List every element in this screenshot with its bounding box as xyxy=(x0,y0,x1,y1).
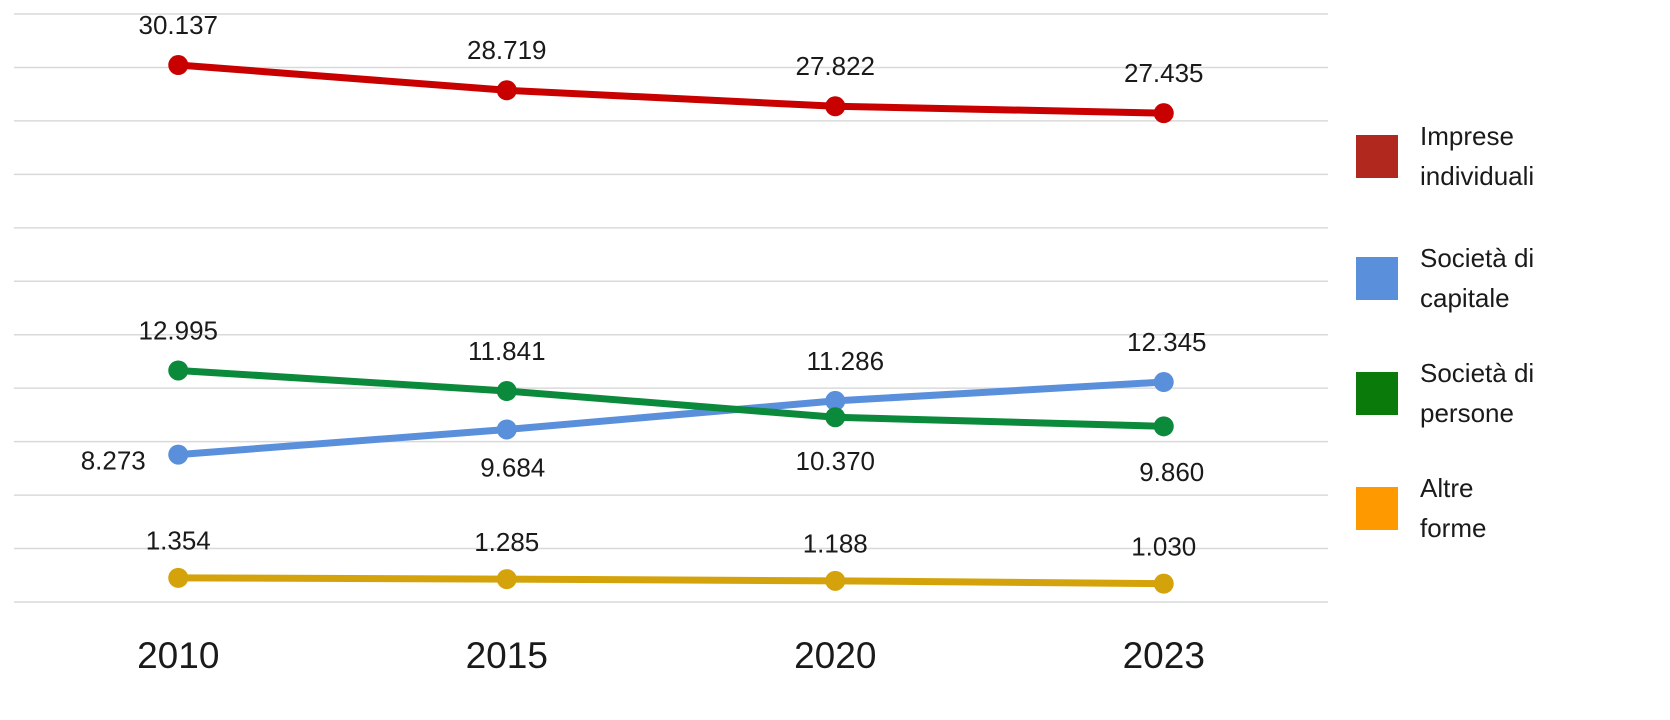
data-point xyxy=(825,407,846,428)
x-tick-label: 2010 xyxy=(137,635,219,676)
legend-label: Imprese individuali xyxy=(1420,121,1535,191)
data-label: 1.354 xyxy=(146,526,211,556)
series-line xyxy=(177,378,1164,459)
data-point xyxy=(1153,416,1174,437)
data-label: 9.860 xyxy=(1139,457,1204,487)
data-label: 12.995 xyxy=(138,315,218,345)
legend-swatch xyxy=(1356,371,1398,415)
data-point xyxy=(168,55,189,76)
data-label: 11.841 xyxy=(468,336,546,366)
data-point xyxy=(496,569,517,590)
data-label: 8.273 xyxy=(81,445,146,475)
data-point xyxy=(168,360,189,381)
legend-swatch xyxy=(1356,486,1398,530)
data-label: 28.719 xyxy=(467,35,547,65)
series-line xyxy=(178,366,1164,430)
legend-item: Società di capitale xyxy=(1356,238,1570,318)
data-point xyxy=(1153,573,1174,594)
data-point xyxy=(168,444,189,465)
data-point xyxy=(1153,372,1174,393)
data-point xyxy=(496,381,517,402)
data-label: 30.137 xyxy=(138,10,218,40)
data-label: 10.370 xyxy=(795,446,875,476)
legend-item: Altre forme xyxy=(1356,468,1530,548)
legend-label: Società di capitale xyxy=(1420,243,1535,313)
data-label: 27.435 xyxy=(1124,58,1204,88)
x-tick-label: 2020 xyxy=(794,635,876,676)
series-line xyxy=(178,574,1164,588)
data-label: 11.286 xyxy=(806,346,884,376)
data-label: 12.345 xyxy=(1127,327,1207,357)
legend-swatch xyxy=(1356,256,1398,300)
data-point xyxy=(825,570,846,591)
data-point xyxy=(1153,103,1174,124)
data-point xyxy=(496,419,517,440)
data-point xyxy=(825,96,846,117)
data-label: 9.684 xyxy=(480,452,545,482)
legend-item: Società di persone xyxy=(1356,353,1570,433)
data-point xyxy=(496,80,517,101)
legend-label: Altre forme xyxy=(1420,473,1487,543)
data-label: 1.030 xyxy=(1131,532,1196,562)
x-tick-label: 2015 xyxy=(466,635,548,676)
data-label: 1.285 xyxy=(474,527,539,557)
legend-label: Società di persone xyxy=(1420,358,1535,428)
data-point xyxy=(825,390,846,411)
legend-item: Imprese individuali xyxy=(1356,116,1570,196)
data-label: 27.822 xyxy=(795,51,875,81)
data-point xyxy=(168,567,189,588)
x-tick-label: 2023 xyxy=(1123,635,1205,676)
legend-swatch xyxy=(1356,134,1398,178)
data-label: 1.188 xyxy=(803,529,868,559)
series-line xyxy=(177,61,1164,117)
